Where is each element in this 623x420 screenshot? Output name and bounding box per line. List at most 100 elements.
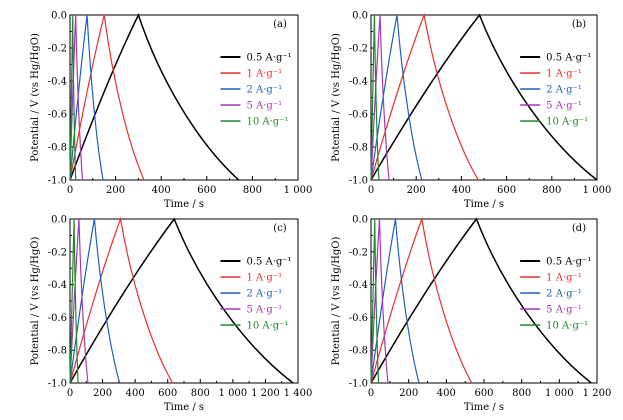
series-line [69, 14, 145, 181]
series-line [69, 218, 79, 384]
y-tick-label: -0.8 [349, 346, 368, 357]
series-line [370, 12, 479, 181]
x-tick-label: 1 200 [583, 388, 612, 399]
x-tick-label: 1 000 [583, 185, 612, 196]
legend-label: 10 A·g⁻¹ [546, 117, 588, 128]
x-tick-label: 1 000 [284, 185, 313, 196]
x-tick-label: 0 [368, 388, 374, 399]
plot-frame [370, 14, 598, 181]
y-tick-label: 0.0 [51, 11, 67, 22]
x-axis-title: Time / s [164, 199, 204, 210]
y-tick-label: -0.6 [48, 313, 67, 324]
y-tick-label: -0.8 [349, 143, 368, 154]
x-tick-label: 0 [67, 388, 73, 399]
legend-label: 5 A·g⁻¹ [546, 101, 582, 112]
series-line [370, 14, 390, 181]
panel-label: (a) [273, 19, 287, 30]
x-tick-label: 400 [126, 388, 145, 399]
series-line [69, 14, 84, 181]
legend-label: 0.5 A·g⁻¹ [246, 53, 291, 64]
series-line [370, 218, 420, 384]
legend-label: 10 A·g⁻¹ [246, 117, 288, 128]
series-line [69, 218, 89, 384]
legend-label: 2 A·g⁻¹ [246, 289, 282, 300]
series-line [69, 14, 104, 181]
legend-label: 5 A·g⁻¹ [546, 305, 582, 316]
series-line [370, 218, 389, 384]
legend-label: 5 A·g⁻¹ [246, 305, 282, 316]
series-line [370, 14, 423, 181]
legend-label: 2 A·g⁻¹ [246, 85, 282, 96]
y-tick-label: 0.0 [352, 215, 368, 226]
chart-panel: 0 200 400 600 800 1 000 -1.0 -0.8 -0.6 -0.4 -0.2 0.… [30, 11, 312, 211]
y-axis-title: Potential / V (vs Hg/HgO) [331, 237, 342, 366]
legend-label: 2 A·g⁻¹ [546, 85, 582, 96]
series-line [69, 13, 240, 181]
y-axis-title: Potential / V (vs Hg/HgO) [331, 33, 342, 162]
y-tick-label: -0.4 [48, 280, 67, 291]
y-tick-label: 0.0 [352, 11, 368, 22]
y-tick-label: -0.4 [349, 77, 368, 88]
chart-panel: 0 200 400 600 800 1 000 1 200 1 400 -1.0 -0.8 -0.6… [30, 215, 312, 414]
x-axis-title: Time / s [164, 402, 204, 413]
x-tick-label: 800 [191, 388, 210, 399]
series-line [370, 14, 380, 181]
y-tick-label: -1.0 [349, 176, 368, 187]
series-line [69, 216, 174, 384]
legend-label: 1 A·g⁻¹ [246, 69, 282, 80]
x-tick-label: 800 [542, 185, 561, 196]
y-tick-label: -0.6 [349, 313, 368, 324]
x-tick-label: 600 [497, 185, 516, 196]
y-tick-label: -0.2 [48, 247, 67, 258]
y-tick-label: -1.0 [48, 176, 67, 187]
y-tick-label: -0.4 [349, 280, 368, 291]
series-line [370, 216, 473, 384]
x-tick-label: 600 [158, 388, 177, 399]
series-line [370, 218, 380, 384]
x-tick-label: 1 000 [219, 388, 248, 399]
x-tick-label: 0 [368, 185, 374, 196]
x-tick-label: 200 [106, 185, 125, 196]
x-tick-label: 0 [67, 185, 73, 196]
panel-label: (d) [572, 223, 586, 234]
legend-label: 0.5 A·g⁻¹ [246, 257, 291, 268]
x-tick-label: 1 200 [251, 388, 280, 399]
legend-label: 1 A·g⁻¹ [546, 69, 582, 80]
legend-label: 0.5 A·g⁻¹ [546, 53, 591, 64]
plot-frame [69, 14, 299, 181]
y-tick-label: -0.2 [349, 247, 368, 258]
y-axis-title: Potential / V (vs Hg/HgO) [30, 237, 41, 366]
x-axis-title: Time / s [464, 402, 504, 413]
series-line [69, 218, 121, 384]
x-tick-label: 400 [437, 388, 456, 399]
y-tick-label: -0.2 [349, 44, 368, 55]
legend-label: 1 A·g⁻¹ [246, 273, 282, 284]
y-tick-label: -1.0 [48, 379, 67, 390]
x-tick-label: 600 [474, 388, 493, 399]
y-tick-label: -0.2 [48, 44, 67, 55]
legend-label: 5 A·g⁻¹ [246, 101, 282, 112]
x-tick-label: 600 [197, 185, 216, 196]
legend-label: 10 A·g⁻¹ [546, 321, 588, 332]
legend-label: 10 A·g⁻¹ [246, 321, 288, 332]
series-line [69, 217, 294, 384]
x-tick-label: 200 [93, 388, 112, 399]
y-tick-label: -0.6 [48, 110, 67, 121]
panel-label: (c) [273, 223, 287, 234]
x-tick-label: 400 [152, 185, 171, 196]
x-tick-label: 1 400 [284, 388, 313, 399]
x-tick-label: 800 [243, 185, 262, 196]
legend-label: 2 A·g⁻¹ [546, 289, 582, 300]
x-tick-label: 200 [399, 388, 418, 399]
y-tick-label: -1.0 [349, 379, 368, 390]
y-axis-title: Potential / V (vs Hg/HgO) [30, 33, 41, 162]
legend-label: 0.5 A·g⁻¹ [546, 257, 591, 268]
y-tick-label: 0.0 [51, 215, 67, 226]
chart-panel: 0 200 400 600 800 1 000 -1.0 -0.8 -0.6 -0.4 -0.2 0.… [331, 11, 611, 211]
y-tick-label: -0.6 [349, 110, 368, 121]
y-tick-label: -0.8 [48, 346, 67, 357]
y-tick-label: -0.8 [48, 143, 67, 154]
x-tick-label: 200 [407, 185, 426, 196]
panel-label: (b) [572, 19, 586, 30]
